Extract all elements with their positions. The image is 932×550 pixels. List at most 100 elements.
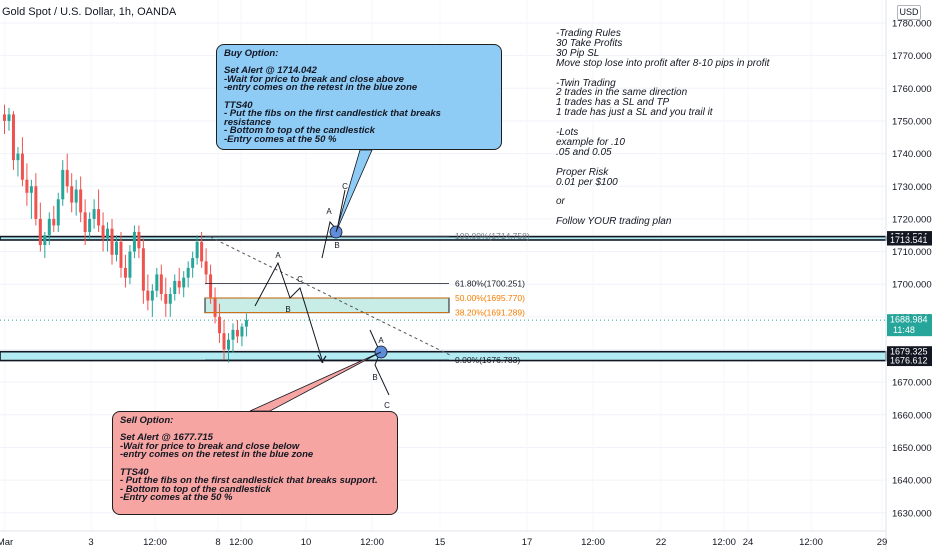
trading-rules-text: -Trading Rules 30 Take Profits 30 Pip SL…	[556, 28, 770, 228]
candle-body	[218, 316, 222, 334]
candle-body	[20, 153, 24, 180]
candle-body	[146, 290, 150, 301]
price-label-box	[887, 314, 932, 337]
candle-body	[137, 231, 141, 249]
candle-body	[88, 218, 92, 232]
candle-body	[244, 320, 248, 327]
candle-body	[150, 290, 154, 301]
price-label-text: 1713.541	[890, 235, 928, 245]
x-tick-label: 24	[743, 537, 754, 548]
candle-body	[101, 225, 105, 239]
candle-body	[222, 333, 226, 350]
resistance-zone	[0, 235, 887, 241]
fib-level-label: 50.00%(1695.770)	[455, 293, 525, 303]
y-tick-label: 1720.000	[892, 214, 932, 225]
y-tick-label: 1740.000	[892, 149, 932, 160]
buy-abc-path	[321, 189, 346, 259]
candle-body	[128, 251, 132, 278]
y-tick-label: 1710.000	[892, 247, 932, 258]
candle-body	[92, 209, 96, 219]
candle-body	[74, 189, 78, 203]
y-tick-label: 1750.000	[892, 116, 932, 127]
candle-body	[240, 326, 244, 337]
pattern-label: A	[326, 207, 332, 216]
candle-body	[191, 258, 195, 268]
candle-body	[227, 339, 230, 350]
support-zone	[0, 350, 887, 362]
sell-abc-path	[369, 329, 390, 396]
buy-option-callout[interactable]: Buy Option: Set Alert @ 1714.042 -Wait f…	[216, 44, 502, 150]
price-label-text: 1688.984	[890, 315, 928, 325]
candle-body	[186, 267, 190, 278]
candle-body	[141, 248, 145, 291]
candle-body	[119, 241, 123, 268]
candle-body	[132, 231, 136, 252]
symbol-title[interactable]: Gold Spot / U.S. Dollar, 1h, OANDA	[2, 6, 177, 18]
candles	[3, 104, 248, 363]
price-label-box	[887, 346, 932, 358]
candle-body	[110, 228, 114, 255]
pattern-label: C	[342, 182, 348, 191]
x-tick-label: 15	[435, 537, 446, 548]
candle-body	[155, 274, 159, 291]
candle-body	[47, 218, 51, 236]
candle-body	[29, 186, 33, 193]
candle-body	[70, 186, 74, 203]
candle-body	[61, 169, 65, 200]
candle-body	[209, 274, 213, 298]
fib-level-label: 38.20%(1691.289)	[455, 308, 525, 318]
x-tick-label: 10	[301, 537, 312, 548]
zigzag-path	[254, 261, 324, 364]
pattern-label: B	[285, 305, 290, 314]
y-tick-label: 1670.000	[892, 378, 932, 389]
candle-body	[65, 169, 69, 187]
arrow-head	[317, 354, 327, 364]
x-tick-label: 17	[522, 537, 533, 548]
y-tick-label: 1650.000	[892, 443, 932, 454]
y-tick-label: 1760.000	[892, 84, 932, 95]
candle-body	[200, 241, 204, 262]
currency-badge[interactable]: USD	[897, 5, 921, 20]
buy-callout-pointer	[335, 149, 373, 233]
y-tick-label: 1780.000	[892, 19, 932, 30]
candle-body	[168, 293, 172, 304]
y-tick-label: 1770.000	[892, 51, 932, 62]
candle-body	[204, 261, 208, 275]
price-label-text: 1676.612	[890, 356, 928, 366]
candle-body	[25, 179, 29, 193]
time-axis[interactable]: Mar 3 12:00 8 12:00 10 12:00 15 17 12:00 22 12:00 24…	[0, 530, 887, 548]
pattern-label: A	[378, 336, 384, 345]
price-label-time: 11:48	[893, 325, 915, 335]
candle-body	[173, 280, 177, 294]
retest-zone	[204, 297, 450, 314]
x-tick-label: 12:00	[799, 537, 823, 548]
candle-body	[79, 189, 83, 213]
y-tick-label: 1730.000	[892, 182, 932, 193]
candle-body	[3, 114, 6, 121]
x-tick-label: Mar	[0, 537, 13, 548]
candle-body	[56, 199, 60, 226]
drawings: 100.00%(1714.758) 61.80%(1700.251) 50.00%(…	[205, 149, 530, 412]
x-tick-label: 12:00	[143, 537, 167, 548]
candle-body	[213, 297, 217, 317]
sell-option-callout[interactable]: Sell Option: Set Alert @ 1677.715 -Wait …	[112, 411, 398, 515]
candle-body	[16, 153, 20, 161]
candle-body	[177, 280, 181, 288]
pattern-label: C	[384, 401, 390, 410]
x-tick-label: 22	[656, 537, 667, 548]
y-tick-label: 1700.000	[892, 280, 932, 291]
candle-body	[83, 212, 87, 232]
candle-body	[11, 114, 15, 161]
candle-body	[38, 218, 42, 246]
candle-body	[195, 241, 199, 259]
candle-body	[159, 274, 163, 294]
price-label-text: 1679.325	[890, 347, 928, 357]
candle-body	[164, 293, 168, 304]
candle-body	[231, 329, 235, 340]
price-axis[interactable]: 1780.000 1770.000 1760.000 1750.000 1740.000…	[885, 0, 932, 550]
y-tick-label: 1630.000	[892, 508, 932, 519]
price-label-box	[887, 234, 932, 246]
x-tick-label: 12:00	[229, 537, 253, 548]
x-tick-label: 12:00	[712, 537, 736, 548]
x-tick-label: 8	[215, 537, 220, 548]
